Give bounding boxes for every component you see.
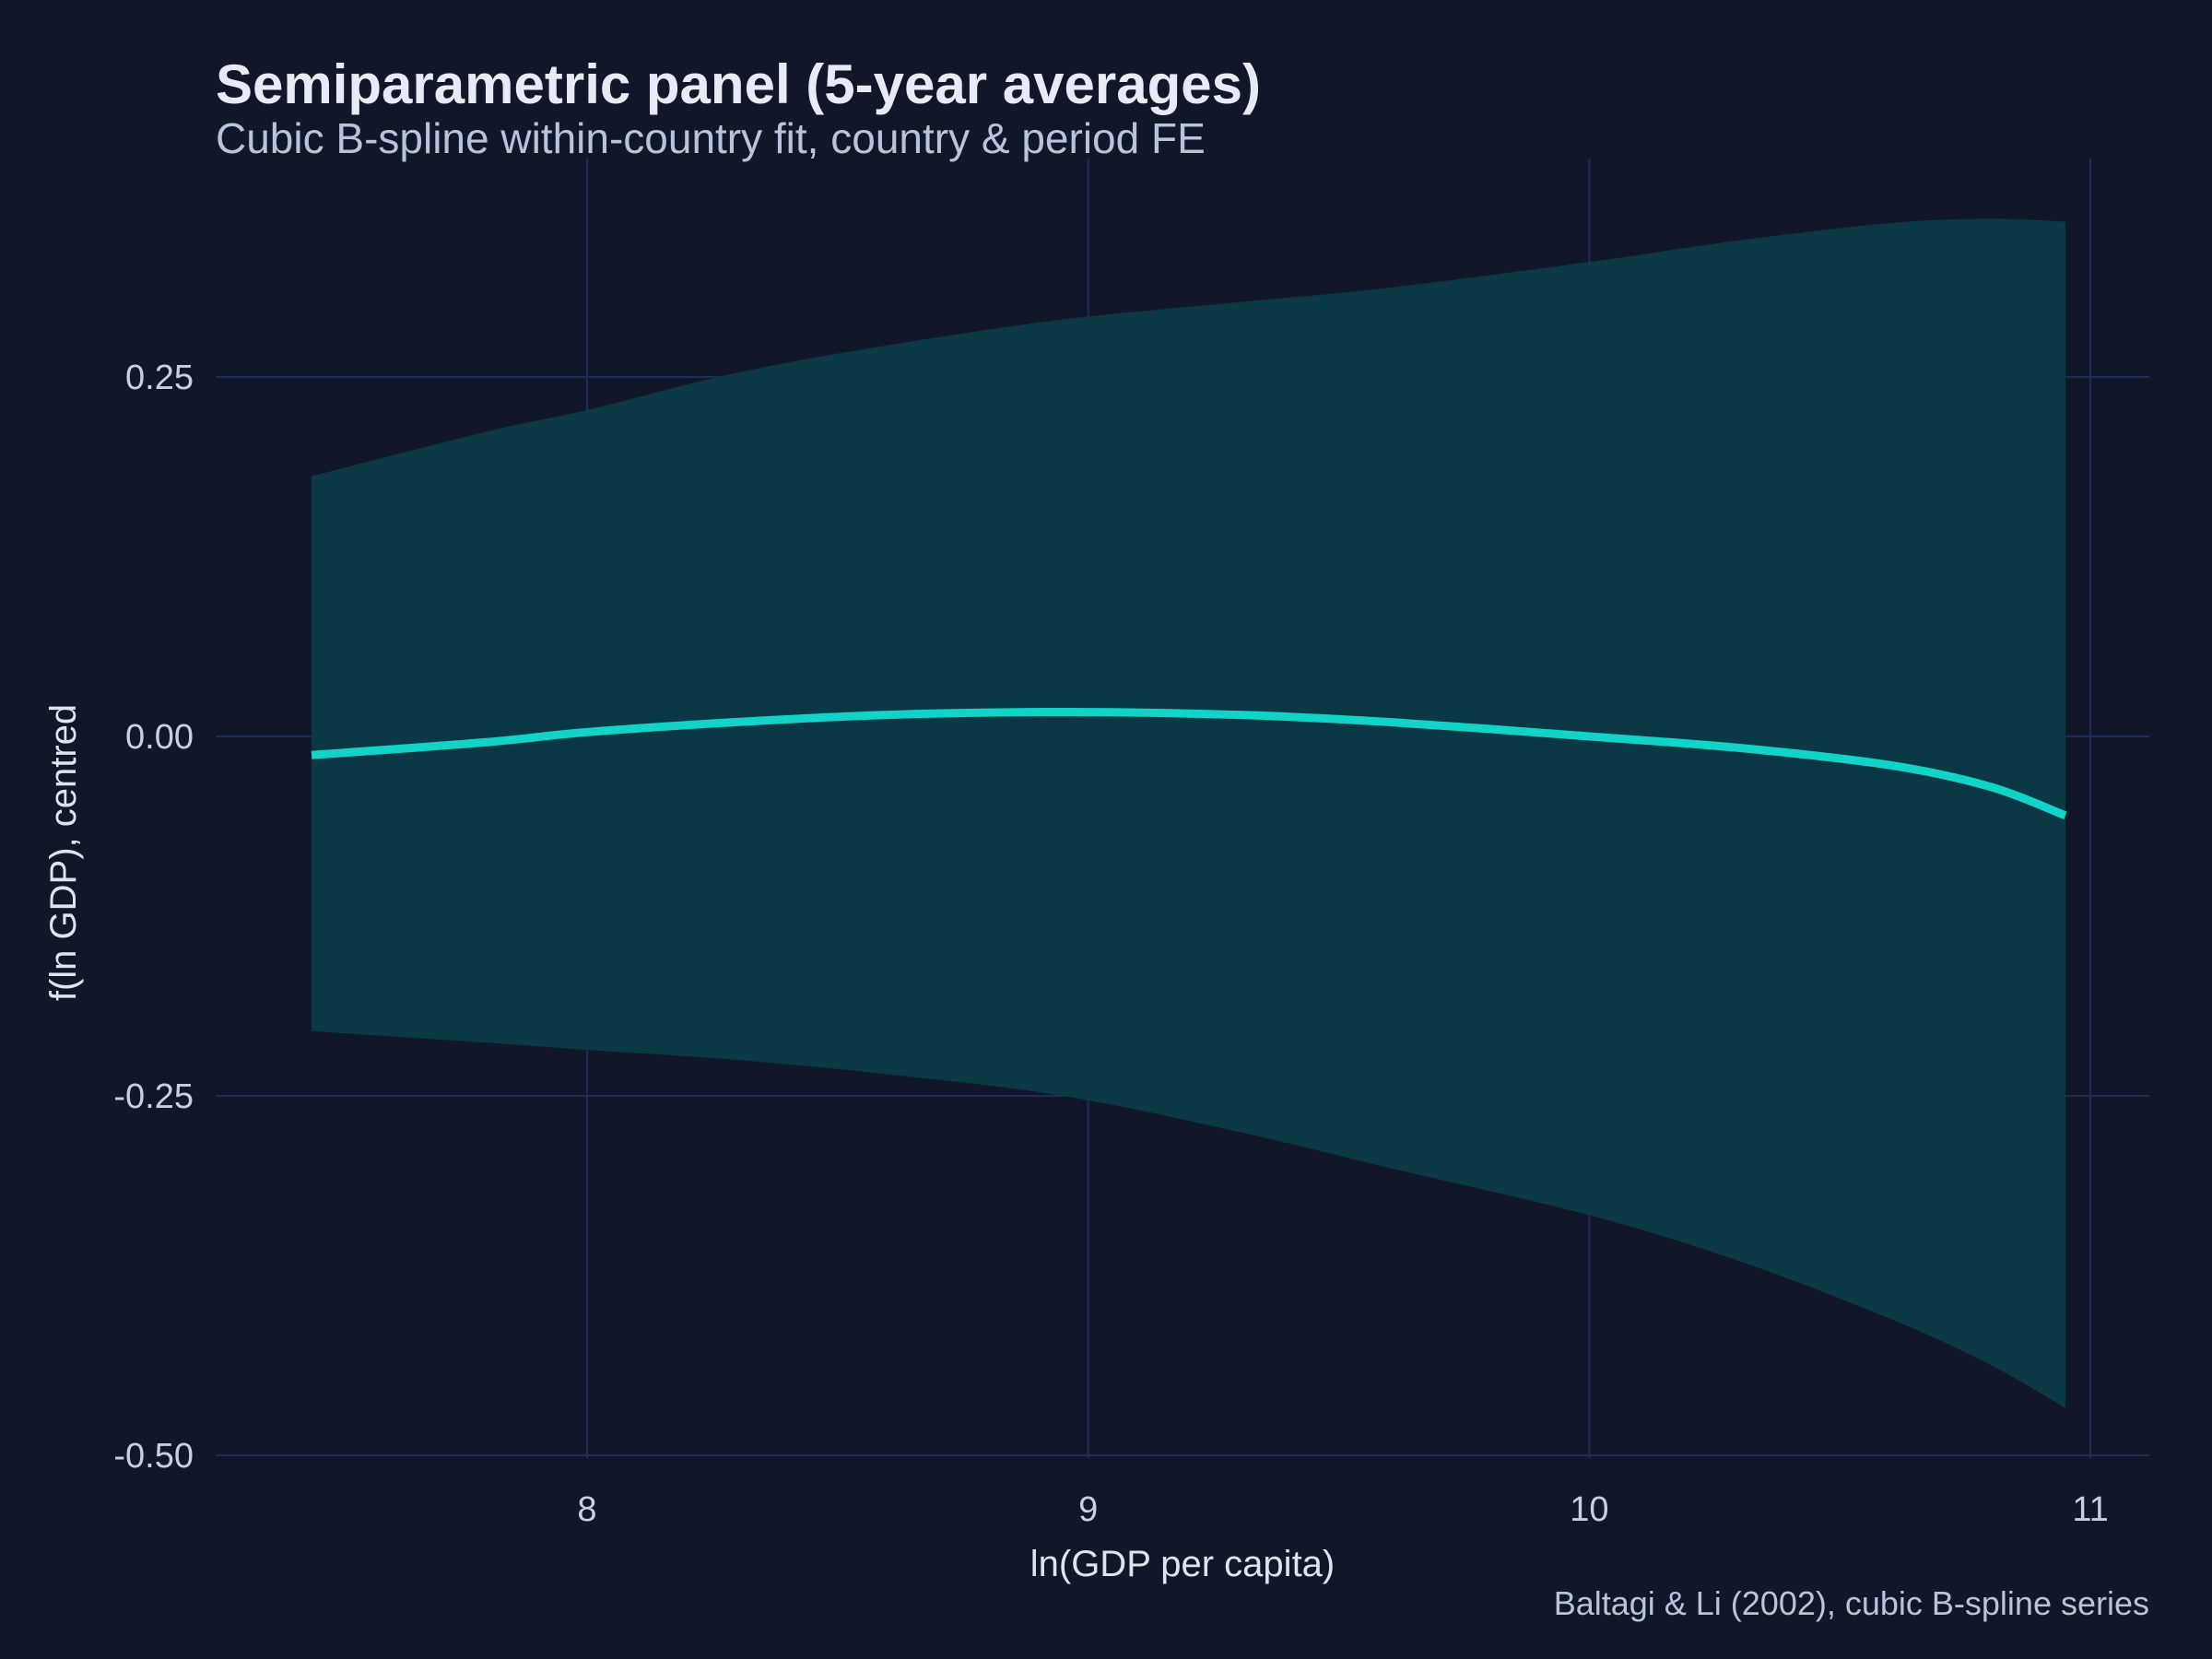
x-tick-label: 9 [1078,1490,1098,1529]
x-tick-label: 10 [1570,1490,1608,1529]
y-tick-label: 0.00 [125,718,194,757]
fitted-line [311,707,2067,820]
chart-caption: Baltagi & Li (2002), cubic B-spline seri… [1554,1584,2149,1622]
y-tick-labels: -0.50 -0.25 0.00 0.25 [113,359,194,1476]
x-tick-labels: 8 9 10 11 [577,1490,2108,1529]
x-tick-label: 11 [2072,1490,2108,1529]
y-tick-label: -0.50 [113,1437,194,1476]
x-tick-label: 8 [577,1490,596,1529]
x-axis-label: ln(GDP per capita) [1030,1544,1335,1584]
y-axis-label: f(ln GDP), centred [43,704,84,1001]
fitted-line-group [311,707,2067,820]
chart-title: Semiparametric panel (5-year averages) [216,53,1261,115]
chart-subtitle: Cubic B-spline within-country fit, count… [216,114,1206,162]
confidence-band-group [311,218,2065,1408]
y-tick-label: 0.25 [125,359,194,397]
confidence-band [311,218,2065,1408]
y-tick-label: -0.25 [113,1077,194,1116]
